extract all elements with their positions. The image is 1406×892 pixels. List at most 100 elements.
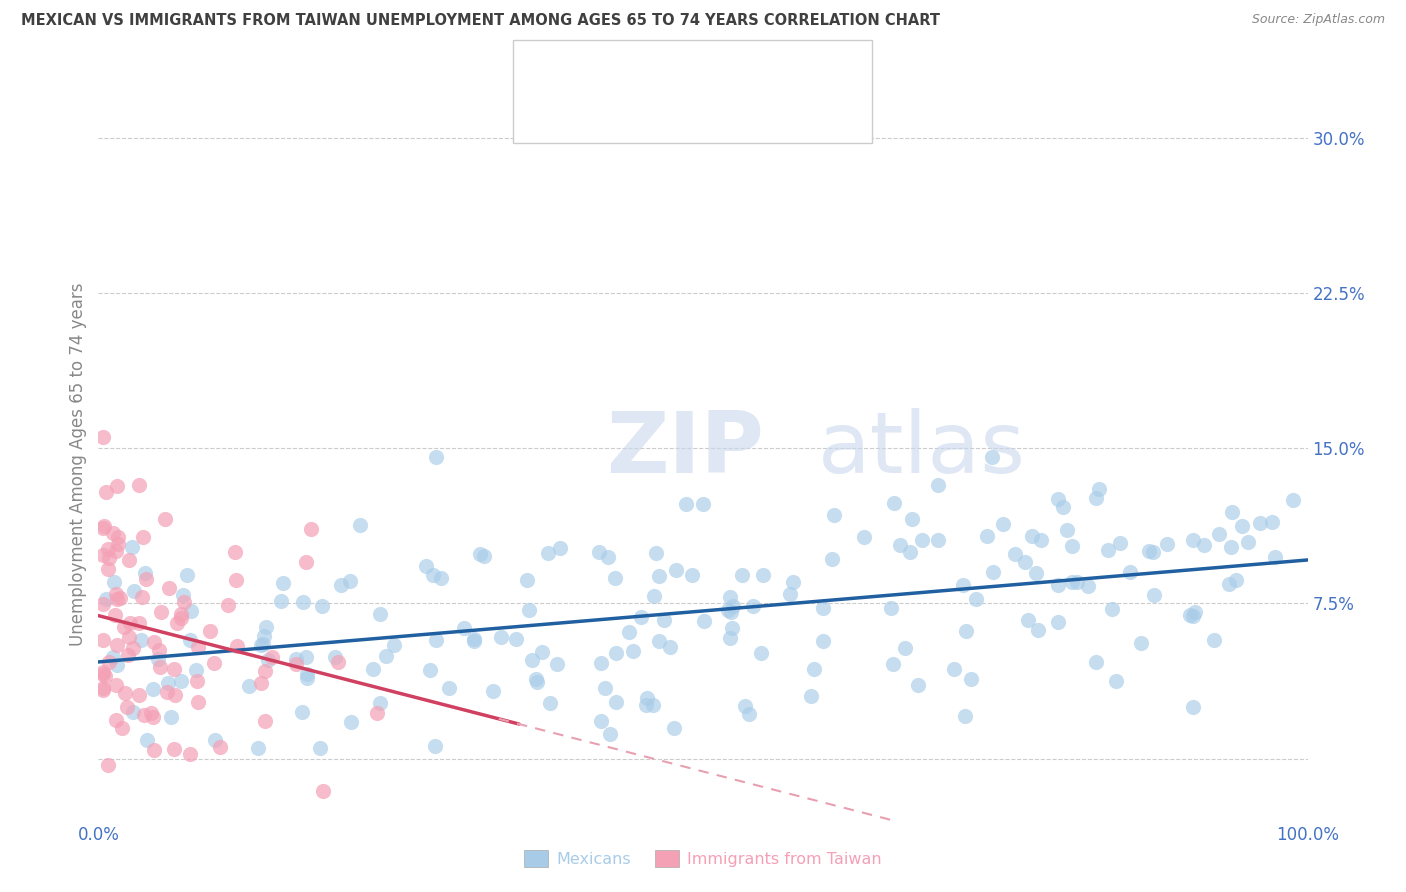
FancyBboxPatch shape <box>546 60 581 84</box>
Point <box>463 632 485 647</box>
Point <box>591 714 613 728</box>
Point <box>1076 579 1098 593</box>
Point <box>91 548 114 562</box>
Point <box>749 646 772 660</box>
Point <box>927 478 949 492</box>
Point <box>285 657 308 671</box>
Point <box>1105 673 1128 688</box>
Point <box>599 727 621 741</box>
Point <box>209 739 232 754</box>
Text: Source: ZipAtlas.com: Source: ZipAtlas.com <box>1251 13 1385 27</box>
Point <box>159 582 181 596</box>
Point <box>129 632 152 647</box>
Point <box>91 681 114 696</box>
Point <box>648 634 671 648</box>
Point <box>143 742 166 756</box>
Point <box>250 675 273 690</box>
Point <box>1142 545 1164 559</box>
Point <box>169 673 191 688</box>
Point <box>131 590 153 604</box>
Point <box>339 574 361 588</box>
Point <box>122 641 145 656</box>
Point <box>326 655 349 669</box>
Point <box>132 530 155 544</box>
Point <box>340 715 363 730</box>
Point <box>291 595 314 609</box>
Point <box>1192 538 1215 552</box>
Point <box>291 705 314 719</box>
Point <box>852 530 875 544</box>
Point <box>93 597 115 611</box>
Text: MEXICAN VS IMMIGRANTS FROM TAIWAN UNEMPLOYMENT AMONG AGES 65 TO 74 YEARS CORRELA: MEXICAN VS IMMIGRANTS FROM TAIWAN UNEMPL… <box>21 13 941 29</box>
Point <box>295 650 318 665</box>
Point <box>425 450 447 465</box>
Point <box>91 521 114 535</box>
Point <box>718 631 741 645</box>
Point <box>588 545 610 559</box>
Point <box>180 604 202 618</box>
Point <box>980 450 1002 464</box>
Point <box>1014 555 1036 569</box>
Y-axis label: Unemployment Among Ages 65 to 74 years: Unemployment Among Ages 65 to 74 years <box>69 282 87 646</box>
Point <box>128 615 150 630</box>
Point <box>246 741 269 756</box>
Point <box>593 681 616 696</box>
Point <box>603 571 626 585</box>
Point <box>186 673 208 688</box>
Point <box>135 572 157 586</box>
Point <box>141 710 163 724</box>
Point <box>721 599 744 613</box>
Point <box>1056 524 1078 538</box>
Point <box>911 533 934 547</box>
Point <box>187 640 209 654</box>
Point <box>134 708 156 723</box>
Point <box>103 575 125 590</box>
Point <box>115 700 138 714</box>
Point <box>1130 636 1153 650</box>
Point <box>782 574 804 589</box>
Point <box>121 540 143 554</box>
Point <box>898 544 921 558</box>
Point <box>134 566 156 580</box>
Point <box>1264 550 1286 565</box>
Point <box>1143 588 1166 602</box>
Point <box>91 682 114 697</box>
Point <box>179 747 201 762</box>
Point <box>619 625 641 640</box>
Point <box>927 533 949 547</box>
Point <box>1021 529 1043 543</box>
Point <box>1066 575 1088 590</box>
Point <box>1101 602 1123 616</box>
Point <box>107 537 129 551</box>
Text: R = -0.223   N =  83: R = -0.223 N = 83 <box>598 106 773 124</box>
Point <box>253 664 276 678</box>
Point <box>349 518 371 533</box>
Point <box>254 714 277 728</box>
Point <box>91 633 114 648</box>
Point <box>415 559 437 574</box>
Point <box>105 587 128 601</box>
Point <box>91 665 114 679</box>
Point <box>153 512 176 526</box>
Point <box>1281 492 1303 507</box>
Point <box>97 542 120 557</box>
Point <box>107 530 129 544</box>
Point <box>882 657 904 671</box>
Point <box>423 739 446 753</box>
Point <box>1004 548 1026 562</box>
Point <box>1060 574 1083 589</box>
Point <box>643 590 665 604</box>
Point <box>531 645 554 659</box>
Point <box>294 555 316 569</box>
Point <box>97 550 120 565</box>
Point <box>149 605 172 619</box>
Point <box>991 516 1014 531</box>
Text: R =  0.443   N = 190: R = 0.443 N = 190 <box>598 62 779 80</box>
Point <box>97 562 120 576</box>
Point <box>270 594 292 608</box>
Point <box>453 622 475 636</box>
Point <box>813 633 835 648</box>
Point <box>821 552 844 566</box>
Point <box>224 544 246 558</box>
Point <box>96 592 118 607</box>
